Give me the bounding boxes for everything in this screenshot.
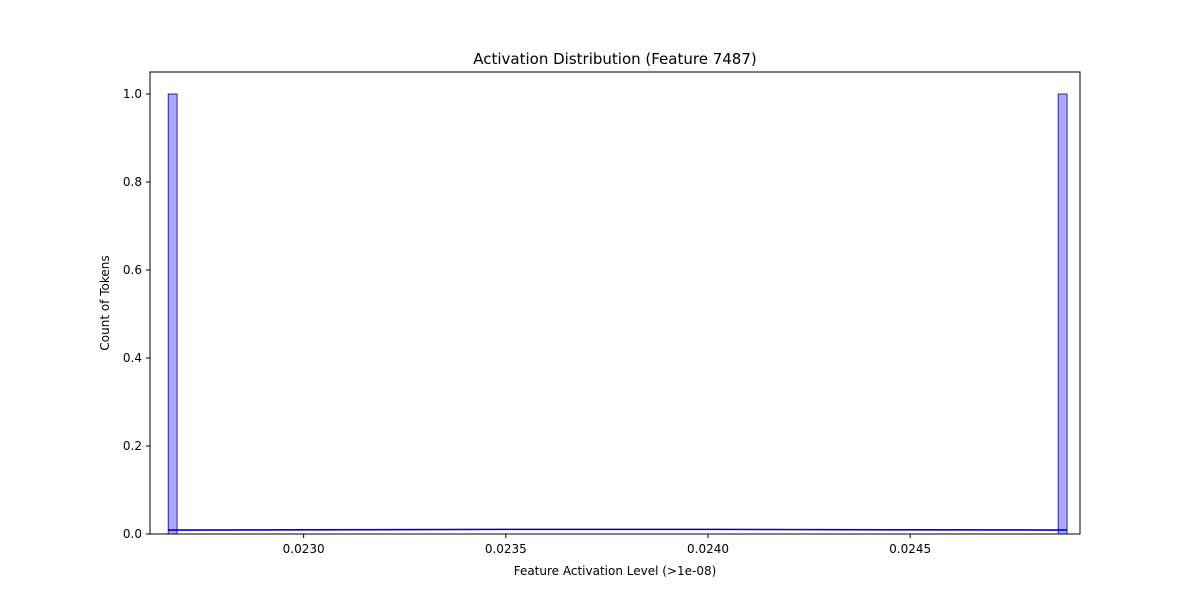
histogram-bar-1 [1057, 93, 1068, 535]
x-axis-label: Feature Activation Level (>1e-08) [514, 564, 717, 578]
y-axis-label: Count of Tokens [98, 255, 112, 350]
y-tick-label-2: 0.4 [123, 351, 142, 365]
x-tick-label-1: 0.0235 [485, 542, 527, 556]
kde-layer [168, 528, 1068, 531]
y-tick-label-1: 0.2 [123, 439, 142, 453]
x-tick-label-2: 0.0240 [687, 542, 729, 556]
y-tick-label-4: 0.8 [123, 175, 142, 189]
plot-frame [149, 71, 1081, 535]
x-tick-label-3: 0.0245 [889, 542, 931, 556]
x-tick-label-0: 0.0230 [283, 542, 325, 556]
y-axis-ticks: 0.0 0.2 0.4 0.6 0.8 1.0 [123, 87, 150, 541]
chart-title: Activation Distribution (Feature 7487) [473, 50, 756, 68]
y-tick-label-3: 0.6 [123, 263, 142, 277]
y-tick-label-5: 1.0 [123, 87, 142, 101]
x-axis-ticks: 0.0230 0.0235 0.0240 0.0245 [283, 534, 931, 556]
histogram-bar-0 [167, 93, 178, 535]
kde-line [168, 528, 1068, 531]
y-tick-label-0: 0.0 [123, 527, 142, 541]
histogram-bars [167, 93, 1068, 535]
